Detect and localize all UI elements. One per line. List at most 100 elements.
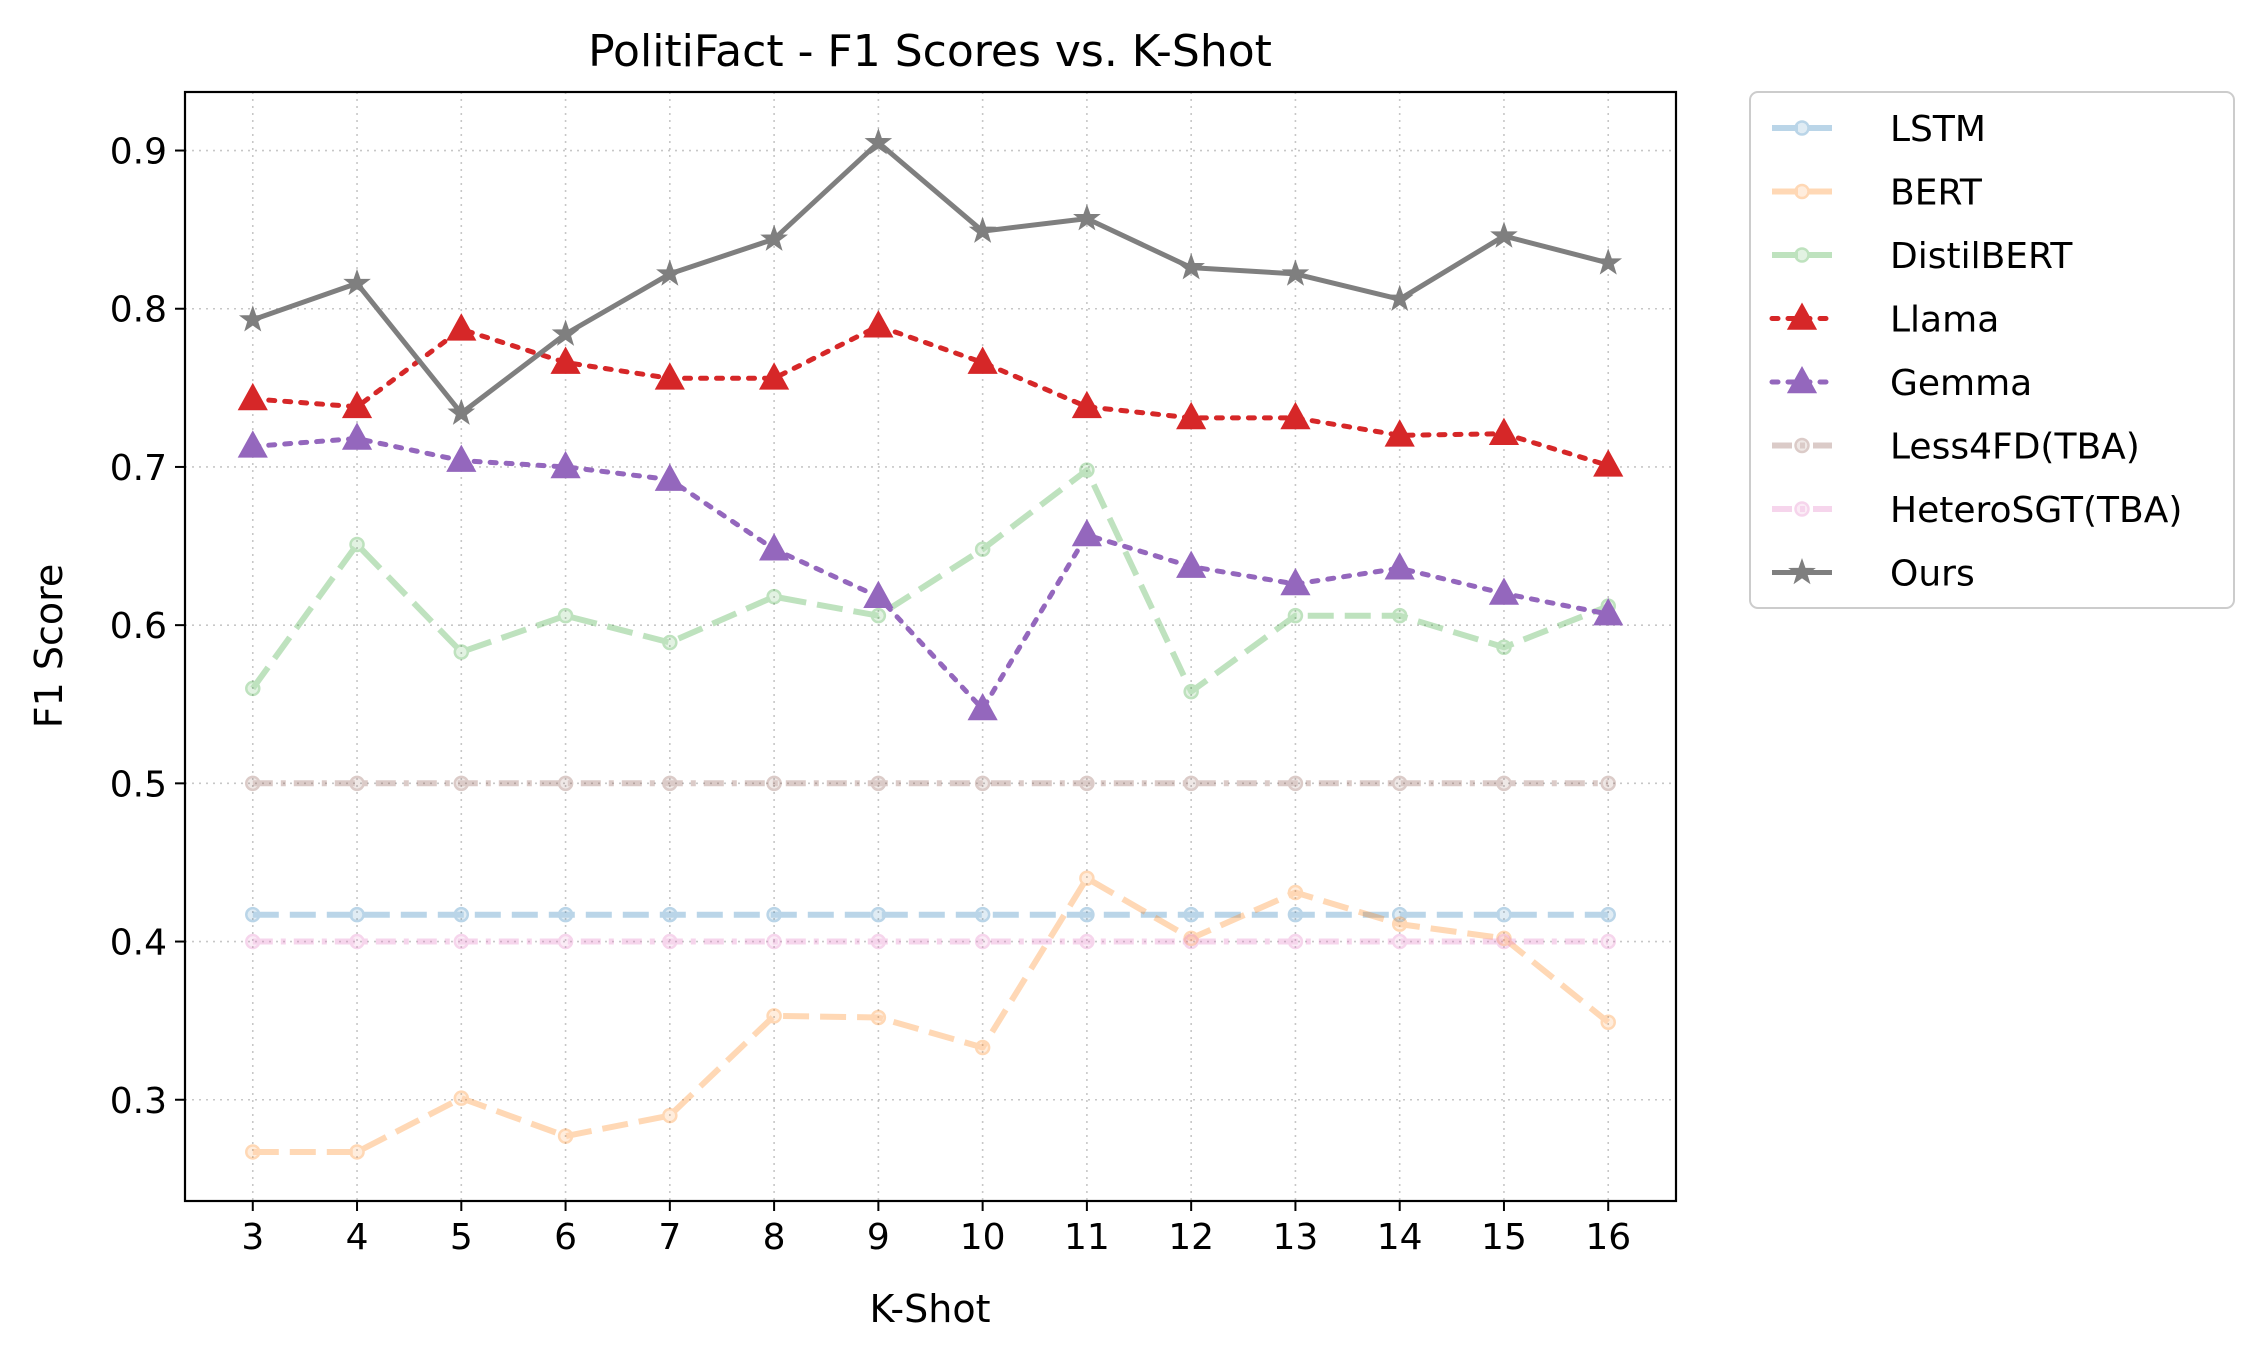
legend-swatch [1772, 120, 1832, 136]
y-tick-label: 0.4 [110, 923, 167, 964]
data-point [1786, 365, 1818, 394]
legend-entry: Llama [1769, 300, 1999, 341]
data-point [1287, 933, 1304, 950]
data-point [1281, 259, 1310, 286]
data-point [1385, 284, 1414, 312]
x-axis-label: K-Shot [870, 1287, 991, 1331]
y-axis-label: F1 Score [27, 564, 71, 729]
legend-swatch [1769, 365, 1835, 394]
data-point [1794, 501, 1810, 517]
legend-entry: Less4FD(TBA) [1772, 427, 2140, 468]
data-point [656, 259, 684, 286]
data-point [662, 933, 678, 950]
data-point [550, 450, 581, 479]
data-point [1488, 417, 1520, 446]
data-point [1384, 552, 1415, 580]
data-point [557, 933, 574, 950]
data-point [864, 128, 893, 155]
x-tick-label: 15 [1481, 1217, 1527, 1258]
data-point [1079, 906, 1095, 923]
data-point [760, 224, 788, 251]
data-point [654, 362, 685, 390]
legend: LSTM BERT DistilBERT Llama Gemma Less4FD(TBA)… [1749, 91, 2235, 609]
legend-swatch [1772, 557, 1832, 585]
data-point [245, 906, 261, 923]
y-tick-label: 0.8 [110, 290, 167, 331]
legend-entry: LSTM [1772, 109, 1986, 150]
data-point [662, 775, 678, 792]
data-point [341, 422, 373, 450]
legend-swatch [1769, 302, 1835, 330]
data-point [349, 906, 365, 923]
data-point [974, 933, 991, 950]
data-point [1073, 204, 1101, 231]
data-point [1280, 567, 1311, 596]
data-point [870, 775, 887, 792]
grid [185, 92, 1676, 1201]
data-point [974, 906, 991, 923]
data-point [349, 536, 365, 553]
legend-swatch [1772, 183, 1832, 200]
data-point [1177, 253, 1205, 280]
data-point [974, 1039, 991, 1056]
legend-entry: HeteroSGT(TBA) [1772, 490, 2182, 531]
data-point [1183, 930, 1199, 947]
chart-title: PolitiFact - F1 Scores vs. K-Shot [588, 26, 1272, 77]
series-llama [237, 310, 1624, 477]
x-tick-label: 6 [554, 1217, 577, 1258]
data-point [662, 906, 678, 923]
data-point [662, 1107, 678, 1124]
legend-label: Gemma [1890, 363, 2032, 404]
data-point [453, 644, 470, 660]
data-point [1183, 683, 1199, 700]
data-point [1600, 775, 1616, 792]
data-point [557, 1128, 574, 1144]
data-point [766, 775, 782, 792]
data-point [967, 692, 998, 721]
data-point [1079, 462, 1095, 478]
data-point [1079, 775, 1095, 792]
data-point [349, 775, 365, 792]
data-point [1788, 557, 1816, 585]
x-tick-label: 16 [1585, 1217, 1631, 1258]
data-point [766, 588, 782, 605]
data-point [1287, 775, 1304, 792]
series-lstm [245, 906, 1616, 923]
data-point [1794, 437, 1810, 454]
plot-area [237, 128, 1624, 1160]
legend-entry: DistilBERT [1772, 236, 2073, 277]
data-point [759, 533, 790, 561]
data-point [870, 906, 887, 923]
data-point [967, 346, 998, 374]
x-tick-label: 7 [658, 1217, 681, 1258]
x-tick-label: 8 [763, 1217, 786, 1258]
data-point [1391, 607, 1408, 624]
data-point [1183, 933, 1199, 950]
y-tick-label: 0.5 [110, 764, 167, 805]
data-point [245, 680, 261, 697]
x-tick-label: 5 [450, 1217, 473, 1258]
data-point [766, 933, 782, 950]
legend-label: LSTM [1890, 109, 1986, 150]
data-point [654, 463, 685, 491]
data-point [1496, 933, 1512, 950]
data-point [551, 319, 580, 346]
data-point [550, 346, 581, 374]
data-point [863, 580, 894, 608]
data-point [453, 1090, 470, 1106]
data-point [238, 305, 267, 332]
legend-label: Ours [1890, 554, 1975, 595]
data-point [1391, 775, 1408, 792]
data-point [1496, 906, 1512, 923]
series-ours [238, 128, 1623, 425]
series-bert [245, 870, 1616, 1160]
data-point [1391, 933, 1408, 950]
data-point [1600, 906, 1616, 923]
x-tick-label: 11 [1064, 1217, 1110, 1258]
data-point [1496, 775, 1512, 792]
legend-entry: BERT [1772, 173, 1983, 214]
series-line [251, 140, 1609, 416]
data-point [1079, 933, 1095, 950]
data-point [343, 268, 371, 296]
